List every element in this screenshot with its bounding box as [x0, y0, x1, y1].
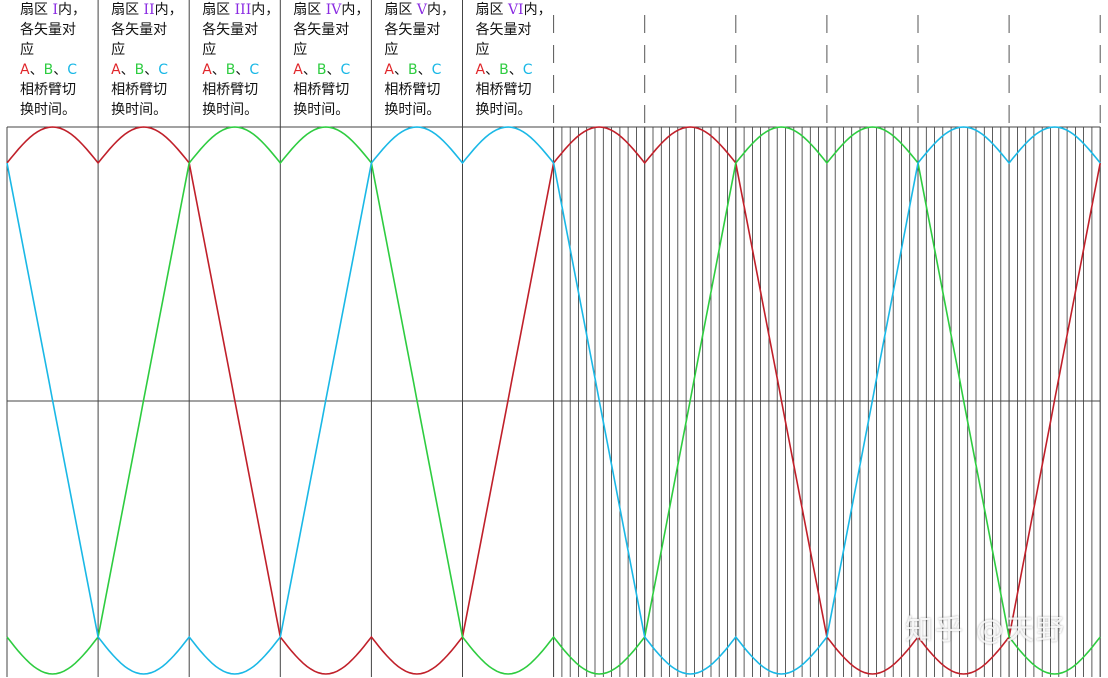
sector-title: 扇区 V内， [384, 2, 455, 18]
sector-line-6: 换时间。 [384, 102, 441, 118]
watermark: 知乎 @天野 [905, 613, 1066, 646]
phase-legend: A、B、C [384, 62, 442, 78]
phase-a-label: A [20, 62, 30, 78]
phase-legend: A、B、C [111, 62, 169, 78]
sector-title: 扇区 II内， [111, 2, 183, 18]
sector-note-2: 扇区 II内， 各矢量对应 A、B、C 相桥臂切换时间。 [111, 0, 199, 120]
sector-line-5: 相桥臂切 [384, 82, 441, 98]
phase-c-label: C [522, 62, 533, 78]
phase-b-label: B [225, 62, 236, 78]
sector-note-3: 扇区 III内， 各矢量对应 A、B、C 相桥臂切换时间。 [202, 0, 290, 120]
phase-legend: A、B、C [475, 62, 533, 78]
phase-legend: A、B、C [293, 62, 351, 78]
sector-note-6: 扇区 VI内， 各矢量对应 A、B、C 相桥臂切换时间。 [476, 0, 564, 120]
phase-b-label: B [407, 62, 418, 78]
sector-line-6: 换时间。 [111, 102, 168, 118]
chart-grid [6, 0, 1101, 677]
phase-c-label: C [67, 62, 77, 78]
sector-line-2: 各矢量对 [384, 22, 441, 38]
sector-line-2: 各矢量对 [293, 22, 350, 38]
sector-note-5: 扇区 V内， 各矢量对应 A、B、C 相桥臂切换时间。 [384, 0, 472, 120]
sector-line-5: 相桥臂切 [111, 82, 168, 98]
phase-b-label: B [43, 62, 54, 78]
sector-numeral: II [139, 2, 155, 18]
sector-line-3: 应 [111, 42, 126, 58]
sector-line-5: 相桥臂切 [202, 82, 259, 98]
sector-numeral: V [412, 2, 427, 18]
phase-c-label: C [431, 62, 442, 78]
sector-line-2: 各矢量对 [111, 22, 168, 38]
phase-b-label: B [499, 62, 509, 78]
phase-a-label: A [293, 62, 303, 78]
sector-line-5: 相桥臂切 [475, 82, 532, 98]
sector-line-5: 相桥臂切 [293, 82, 350, 98]
sector-line-2: 各矢量对 [475, 22, 532, 38]
sector-title: 扇区 IV内， [293, 2, 370, 18]
phase-b-label: B [316, 62, 327, 78]
sector-numeral: I [48, 2, 58, 18]
phase-c-label: C [249, 62, 260, 78]
sector-line-3: 应 [293, 42, 308, 58]
sector-line-3: 应 [20, 42, 34, 58]
phase-a-label: A [111, 62, 121, 78]
sector-title: 扇区 I内， [20, 2, 86, 18]
sector-line-6: 换时间。 [293, 102, 350, 118]
sector-line-2: 各矢量对 [202, 22, 259, 38]
phase-a-label: A [475, 62, 486, 78]
phase-a-label: A [202, 62, 212, 78]
sector-line-6: 换时间。 [20, 102, 76, 118]
sector-title: 扇区 III内， [202, 2, 280, 18]
phase-c-label: C [340, 62, 351, 78]
sector-line-6: 换时间。 [475, 102, 532, 118]
phase-b-label: B [134, 62, 145, 78]
sector-line-3: 应 [475, 42, 490, 58]
phase-legend: A、B、C [20, 62, 77, 78]
phase-curves [6, 126, 1101, 675]
sector-line-3: 应 [202, 42, 217, 58]
sector-line-5: 相桥臂切 [20, 82, 76, 98]
sector-note-4: 扇区 IV内， 各矢量对应 A、B、C 相桥臂切换时间。 [293, 0, 381, 120]
sector-numeral: IV [321, 2, 342, 18]
phase-c-label: C [158, 62, 169, 78]
phase-a-label: A [384, 62, 394, 78]
sector-line-2: 各矢量对 [20, 22, 76, 38]
sector-title: 扇区 VI内， [475, 2, 552, 18]
sector-line-3: 应 [384, 42, 399, 58]
phase-c-curve [6, 126, 1101, 675]
phase-legend: A、B、C [202, 62, 260, 78]
sector-line-6: 换时间。 [202, 102, 259, 118]
sector-note-1: 扇区 I内， 各矢量对应 A、B、C 相桥臂切换时间。 [20, 0, 108, 120]
sector-numeral: VI [503, 2, 524, 18]
sector-numeral: III [230, 2, 252, 18]
